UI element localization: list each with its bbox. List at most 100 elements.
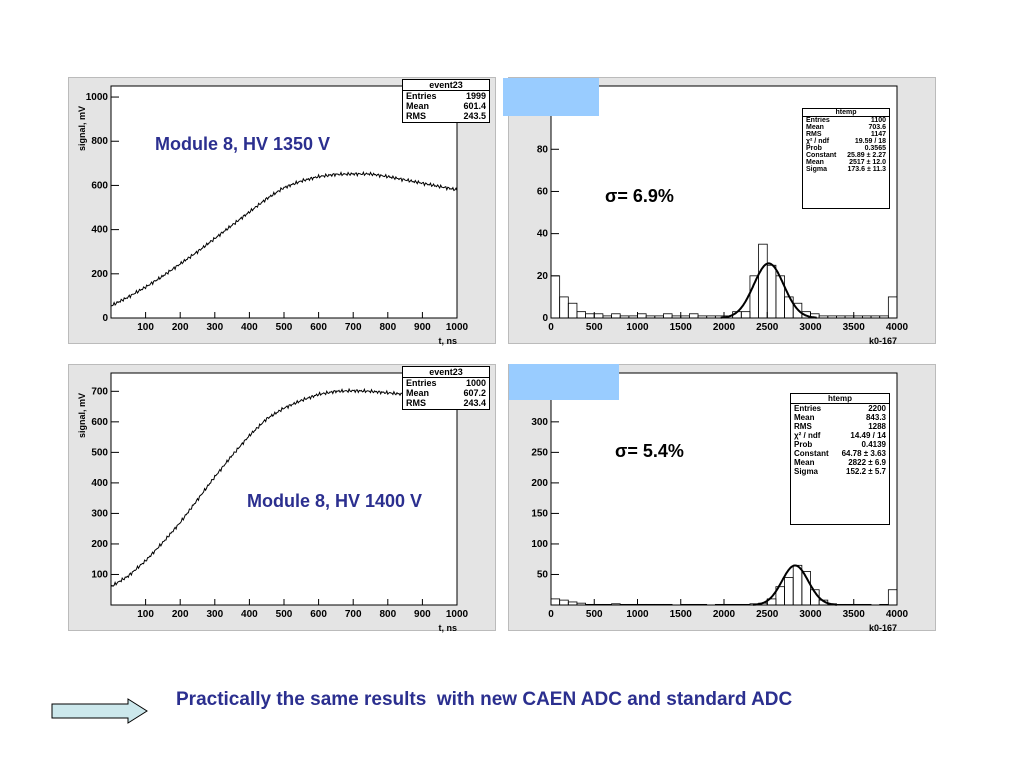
stats-value: 1147 xyxy=(870,131,886,138)
x-tick-label: 400 xyxy=(241,322,258,333)
x-tick-label: 1000 xyxy=(626,609,649,620)
histogram-bin xyxy=(628,603,638,606)
stats-title: event23 xyxy=(403,80,489,91)
x-tick-label: 3000 xyxy=(799,609,822,620)
y-tick-label: 50 xyxy=(537,569,549,580)
x-tick-label: 3500 xyxy=(843,322,866,333)
stats-key: RMS xyxy=(406,111,426,121)
histogram-bin xyxy=(637,603,647,606)
x-tick-label: 500 xyxy=(586,609,603,620)
x-axis-label: k0-167 xyxy=(869,623,897,633)
sigma-annotation-1: σ= 6.9% xyxy=(605,186,674,206)
y-tick-label: 80 xyxy=(537,144,549,155)
y-tick-label: 100 xyxy=(91,569,108,580)
stats-row: Entries 2200 xyxy=(791,404,889,413)
chart-panel-4: 0 500 1000 1500 2000 2500 3000 3500 4000 50 100 150… xyxy=(508,364,936,633)
y-tick-label: 400 xyxy=(91,478,108,489)
x-tick-label: 3000 xyxy=(799,322,822,333)
x-tick-label: 1000 xyxy=(626,322,649,333)
stats-value: 25.89 ± 2.27 xyxy=(847,152,886,159)
blue-label-box-1 xyxy=(503,78,599,116)
x-tick-label: 1500 xyxy=(670,609,693,620)
stats-key: Entries xyxy=(406,91,437,101)
x-axis-label: t, ns xyxy=(438,623,457,633)
stats-row: Mean 607.2 xyxy=(403,388,489,398)
stats-row: Mean 843.3 xyxy=(791,413,889,422)
histogram-bin xyxy=(585,603,595,606)
stats-value: 607.2 xyxy=(463,388,486,398)
stats-key: Constant xyxy=(806,152,837,159)
stats-value: 2200 xyxy=(868,404,886,413)
stats-key: Constant xyxy=(794,449,829,458)
stats-value: 64.78 ± 3.63 xyxy=(841,449,886,458)
signal-trace xyxy=(110,387,458,587)
stats-row: Mean 703.6 xyxy=(803,124,889,131)
stats-value: 703.6 xyxy=(868,124,886,131)
x-tick-label: 500 xyxy=(276,322,293,333)
x-tick-label: 700 xyxy=(345,322,362,333)
x-tick-label: 800 xyxy=(379,322,396,333)
blue-label-box-2 xyxy=(509,364,619,400)
histogram-bin xyxy=(645,603,656,606)
conclusion-text: Practically the same results with new CA… xyxy=(176,689,793,710)
y-tick-label: 250 xyxy=(531,447,548,458)
histogram-bin xyxy=(697,603,708,606)
stats-key: Sigma xyxy=(794,467,819,476)
y-tick-label: 200 xyxy=(91,269,108,280)
stats-row: RMS 1288 xyxy=(791,422,889,431)
stats-row: Mean 2822 ± 6.9 xyxy=(791,458,889,467)
stats-value: 2822 ± 6.9 xyxy=(848,458,886,467)
stats-box-3: event23 Entries 1000 Mean 607.2 RMS 243.4 xyxy=(402,366,490,410)
stats-row: Prob 0.3565 xyxy=(803,145,889,152)
y-axis-label: signal, mV xyxy=(77,106,87,151)
stats-title: event23 xyxy=(403,367,489,378)
x-tick-label: 200 xyxy=(172,322,189,333)
stats-key: Sigma xyxy=(806,166,828,173)
histogram-bin xyxy=(654,603,664,606)
x-tick-label: 300 xyxy=(206,609,223,620)
y-tick-label: 100 xyxy=(531,539,548,550)
x-tick-label: 200 xyxy=(172,609,189,620)
y-tick-label: 300 xyxy=(531,417,548,428)
x-tick-label: 2000 xyxy=(713,609,736,620)
stats-row: Constant 64.78 ± 3.63 xyxy=(791,449,889,458)
stats-value: 19.59 / 18 xyxy=(854,138,886,145)
stats-row: Constant 25.89 ± 2.27 xyxy=(803,152,889,159)
x-tick-label: 2500 xyxy=(756,322,779,333)
plot-frame xyxy=(110,372,458,606)
stats-key: Prob xyxy=(806,145,822,152)
y-tick-label: 20 xyxy=(537,271,549,282)
x-tick-label: 600 xyxy=(310,609,327,620)
y-tick-label: 700 xyxy=(91,386,108,397)
histogram-bin xyxy=(792,302,803,319)
stats-row: RMS 243.4 xyxy=(403,398,489,408)
x-tick-label: 800 xyxy=(379,609,396,620)
y-tick-label: 1000 xyxy=(86,92,109,103)
stats-key: Entries xyxy=(806,117,830,124)
x-tick-label: 3500 xyxy=(843,609,866,620)
histogram-bin xyxy=(714,603,725,606)
stats-value: 173.6 ± 11.3 xyxy=(847,166,887,173)
stats-row: χ² / ndf 14.49 / 14 xyxy=(791,431,889,440)
stats-row: χ² / ndf 19.59 / 18 xyxy=(803,138,889,145)
stats-row: Mean 2517 ± 12.0 xyxy=(803,159,889,166)
stats-key: Entries xyxy=(794,404,822,413)
histogram-bin xyxy=(619,603,630,606)
x-tick-label: 2500 xyxy=(756,609,779,620)
stats-row: Sigma 152.2 ± 5.7 xyxy=(791,467,889,476)
x-axis-label: k0-167 xyxy=(869,336,897,346)
right-arrow-icon xyxy=(51,698,148,724)
histogram-bin xyxy=(732,603,742,606)
y-tick-label: 600 xyxy=(91,417,108,428)
stats-row: RMS 243.5 xyxy=(403,111,489,121)
histogram-bin xyxy=(680,603,690,606)
signal-trace xyxy=(110,170,458,307)
stats-title: htemp xyxy=(791,394,889,404)
stats-key: Mean xyxy=(406,101,430,111)
x-tick-label: 0 xyxy=(548,322,554,333)
stats-key: RMS xyxy=(406,398,426,408)
x-tick-label: 700 xyxy=(345,609,362,620)
x-tick-label: 900 xyxy=(414,322,431,333)
stats-value: 0.3565 xyxy=(864,145,886,152)
x-tick-label: 600 xyxy=(310,322,327,333)
